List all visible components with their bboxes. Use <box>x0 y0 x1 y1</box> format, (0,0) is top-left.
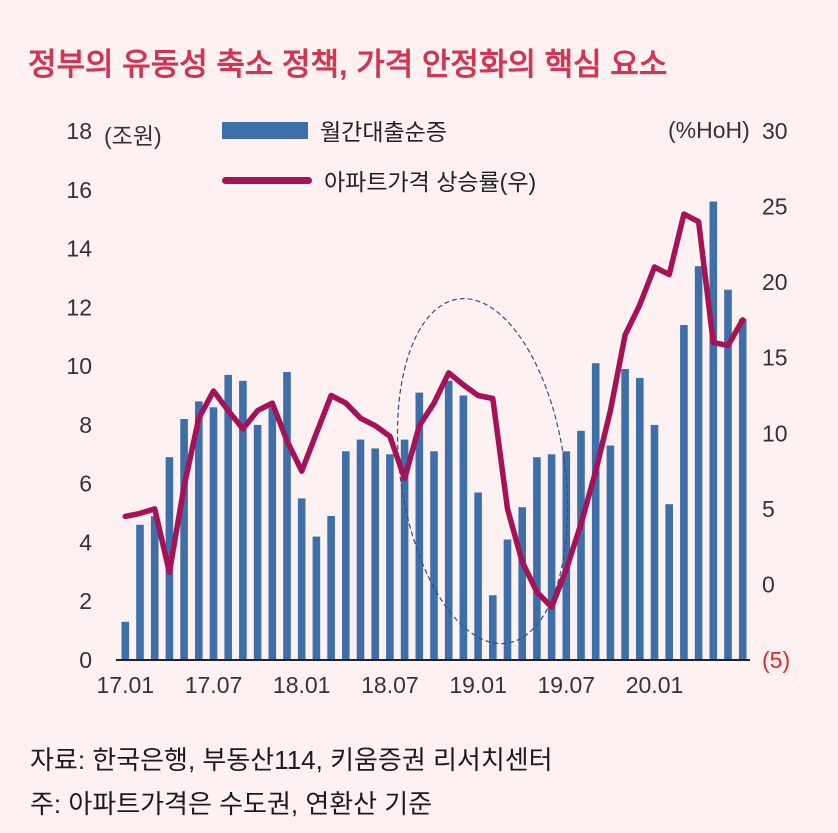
right-axis-tick-label: 30 <box>762 118 788 144</box>
price-growth-line <box>122 211 746 610</box>
loan-bar <box>121 621 130 660</box>
loan-bar <box>356 439 365 660</box>
loan-bar <box>342 451 350 660</box>
loan-bar <box>636 377 644 660</box>
legend-item-line: 아파트가격 상승률(우) <box>222 163 536 197</box>
legend-line-label: 아파트가격 상승률(우) <box>324 169 537 195</box>
left-axis-tick-label: 6 <box>79 471 92 497</box>
loan-bar <box>400 439 409 660</box>
loan-bar <box>577 430 585 660</box>
loan-bar <box>724 289 732 660</box>
loan-bar <box>606 445 615 660</box>
right-axis-tick-label: 25 <box>762 194 788 220</box>
loan-bar <box>518 507 526 660</box>
left-axis-tick-label: 10 <box>66 353 92 379</box>
loan-bar <box>224 374 232 660</box>
highlight-ellipse <box>396 298 569 645</box>
left-axis-tick-label: 8 <box>79 412 92 438</box>
loan-bar <box>371 448 379 660</box>
loan-bar <box>738 319 747 660</box>
loan-bar <box>209 407 218 660</box>
loan-bar <box>547 454 556 660</box>
loan-bar <box>694 266 703 660</box>
loan-bar <box>562 451 571 660</box>
right-axis-unit-label: (%HoH) <box>668 117 750 143</box>
x-axis-tick-label: 19.07 <box>538 672 596 698</box>
loan-bar <box>709 201 718 660</box>
x-axis-tick-label: 18.01 <box>273 672 331 698</box>
x-axis-tick-label: 19.01 <box>449 672 507 698</box>
loan-bar <box>489 595 497 660</box>
loan-bar <box>386 454 394 660</box>
x-axis-tick-label: 17.07 <box>185 672 243 698</box>
footnotes: 자료: 한국은행, 부동산114, 키움증권 리서치센터 주: 아파트가격은 수… <box>30 738 553 826</box>
loan-bar <box>415 392 424 660</box>
loan-bar <box>533 457 541 660</box>
legend: 월간대출순증 아파트가격 상승률(우) <box>222 113 536 197</box>
loan-bar <box>444 380 453 660</box>
x-axis-tick-label: 18.07 <box>361 672 419 698</box>
right-axis-tick-label: 10 <box>762 420 788 446</box>
legend-bar-label: 월간대출순증 <box>320 119 447 145</box>
loan-bar <box>283 372 291 660</box>
left-axis-tick-label: 4 <box>79 529 92 555</box>
loan-bar <box>297 498 306 660</box>
left-axis-tick-label: 14 <box>66 236 92 262</box>
loan-bar <box>239 380 247 660</box>
right-axis-tick-label: 0 <box>762 571 775 597</box>
combo-chart: 18 16 14 12 10 8 6 4 2 0 30 25 20 15 10 5 0 (5) 17.01 17.07… <box>0 95 838 740</box>
left-axis-tick-label: 16 <box>66 177 92 203</box>
right-axis-negative-tick-label: (5) <box>762 647 790 673</box>
line-series-swatch-icon <box>222 176 312 184</box>
loan-bar <box>680 325 688 660</box>
method-note: 주: 아파트가격은 수도권, 연환산 기준 <box>30 789 433 819</box>
loan-bar <box>459 395 468 660</box>
bar-series-swatch-icon <box>222 121 308 139</box>
loan-bar <box>430 451 438 660</box>
loan-bar <box>621 369 629 660</box>
loan-bar <box>253 424 262 660</box>
left-axis-tick-label: 0 <box>79 647 92 673</box>
loan-bar <box>136 524 144 660</box>
loan-bar <box>180 419 188 660</box>
right-axis-tick-label: 20 <box>762 269 788 295</box>
loan-bar <box>591 363 600 660</box>
left-axis-unit-label: (조원) <box>104 123 162 149</box>
loan-bar <box>665 504 673 660</box>
legend-item-bars: 월간대출순증 <box>222 113 536 147</box>
left-axis-tick-label: 2 <box>79 588 92 614</box>
left-axis-tick-label: 18 <box>66 118 92 144</box>
left-axis-tick-label: 12 <box>66 294 92 320</box>
chart-title: 정부의 유동성 축소 정책, 가격 안정화의 핵심 요소 <box>28 46 668 82</box>
loan-bar <box>312 536 321 660</box>
source-note: 자료: 한국은행, 부동산114, 키움증권 리서치센터 <box>30 745 553 775</box>
loan-bar <box>268 407 277 660</box>
loan-bar <box>474 492 482 660</box>
x-axis-tick-label: 17.01 <box>97 672 155 698</box>
loan-bar <box>650 424 659 660</box>
loan-bar <box>327 516 335 660</box>
right-axis-tick-label: 15 <box>762 345 788 371</box>
right-axis-tick-label: 5 <box>762 496 775 522</box>
loan-bar <box>503 539 512 660</box>
x-axis-tick-label: 20.01 <box>626 672 684 698</box>
loan-bar <box>150 516 159 660</box>
loan-bar <box>195 401 203 660</box>
